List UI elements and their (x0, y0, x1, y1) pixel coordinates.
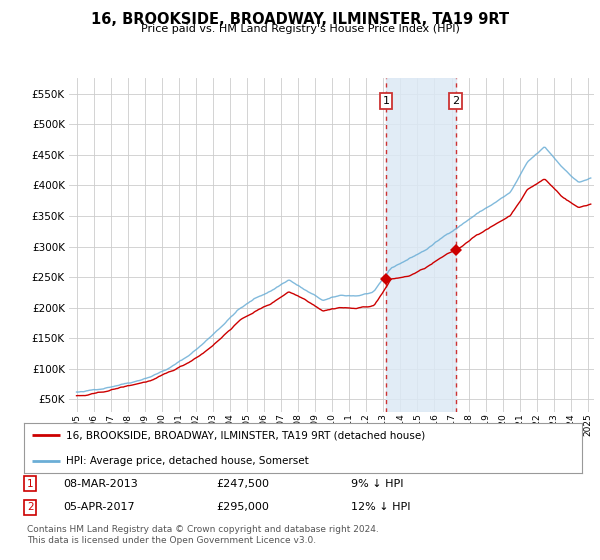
Text: 16, BROOKSIDE, BROADWAY, ILMINSTER, TA19 9RT (detached house): 16, BROOKSIDE, BROADWAY, ILMINSTER, TA19… (66, 431, 425, 440)
Text: 1: 1 (383, 96, 389, 106)
Text: Contains HM Land Registry data © Crown copyright and database right 2024.
This d: Contains HM Land Registry data © Crown c… (27, 525, 379, 545)
Text: Price paid vs. HM Land Registry's House Price Index (HPI): Price paid vs. HM Land Registry's House … (140, 24, 460, 34)
Text: 2: 2 (452, 96, 460, 106)
Text: 08-MAR-2013: 08-MAR-2013 (63, 479, 138, 489)
Bar (386, 78, 456, 412)
Text: £247,500: £247,500 (216, 479, 269, 489)
Text: 2: 2 (27, 502, 34, 512)
Text: 12% ↓ HPI: 12% ↓ HPI (351, 502, 410, 512)
Text: 1: 1 (27, 479, 34, 489)
Text: £295,000: £295,000 (216, 502, 269, 512)
Text: 9% ↓ HPI: 9% ↓ HPI (351, 479, 404, 489)
Text: 16, BROOKSIDE, BROADWAY, ILMINSTER, TA19 9RT: 16, BROOKSIDE, BROADWAY, ILMINSTER, TA19… (91, 12, 509, 27)
Text: HPI: Average price, detached house, Somerset: HPI: Average price, detached house, Some… (66, 456, 308, 465)
Text: 05-APR-2017: 05-APR-2017 (63, 502, 134, 512)
